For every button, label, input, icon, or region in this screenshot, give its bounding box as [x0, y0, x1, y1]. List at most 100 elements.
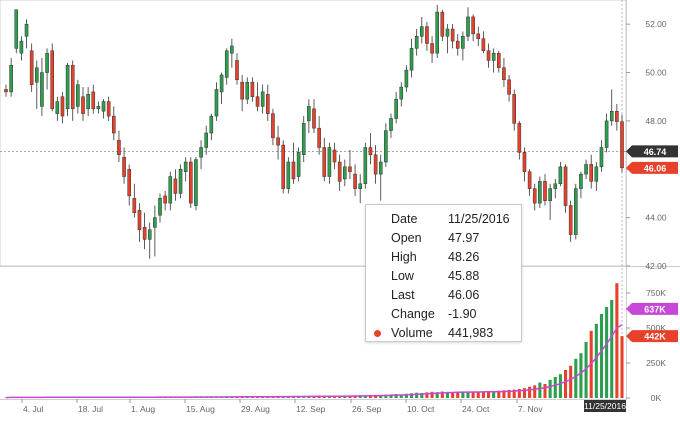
volume-bar: [497, 390, 501, 398]
volume-bar: [512, 389, 516, 398]
candle-body: [117, 140, 121, 156]
candle-body: [384, 130, 388, 163]
volume-bar: [389, 394, 393, 398]
volume-bar: [553, 377, 557, 398]
volume-bar: [358, 395, 362, 398]
volume-tick-label: 500K: [646, 323, 666, 333]
candle-body: [507, 79, 511, 95]
volume-bar: [363, 395, 367, 398]
candle-body: [394, 98, 398, 119]
time-tick-label: 24. Oct: [462, 404, 490, 414]
volume-bar: [409, 393, 414, 398]
candle-body: [604, 120, 609, 148]
volume-bar: [615, 283, 619, 398]
tooltip-label: Volume: [391, 326, 433, 340]
volume-bar: [584, 342, 588, 398]
candle-body: [471, 16, 475, 35]
candle-body: [378, 161, 383, 175]
tooltip-label: Change: [391, 307, 435, 321]
volume-bar: [420, 392, 424, 398]
candle-body: [538, 181, 542, 204]
tooltip-value: 46.06: [448, 288, 480, 302]
volume-bar: [384, 394, 388, 398]
candle-body: [358, 183, 362, 189]
volume-bar: [379, 395, 383, 398]
candle-body: [70, 65, 75, 110]
volume-bar: [599, 314, 604, 398]
volume-bar: [343, 395, 347, 398]
tooltip-row-low: Low 45.88: [366, 267, 521, 286]
candle-body: [81, 96, 85, 114]
volume-bar: [415, 392, 419, 398]
candle-body: [96, 106, 101, 110]
tooltip-value: 441,983: [448, 326, 494, 340]
volume-bar: [368, 395, 373, 398]
candle-body: [137, 210, 142, 230]
tooltip-label: Open: [391, 231, 422, 245]
volume-bar: [558, 374, 562, 398]
crosshair-date-badge: [584, 400, 626, 412]
candle-body: [522, 152, 527, 172]
volume-tick-label: 750K: [646, 288, 666, 298]
volume-bar: [502, 390, 506, 398]
candle-body: [620, 121, 624, 169]
time-tick-label: 29. Aug: [241, 404, 270, 414]
candle-body: [60, 96, 65, 117]
candle-body: [199, 147, 203, 158]
candle-body: [214, 89, 219, 117]
candle-body: [255, 96, 260, 107]
candle-body: [532, 188, 537, 204]
tooltip-value: -1.90: [448, 307, 477, 321]
volume-bar: [307, 396, 311, 398]
candle-body: [363, 147, 368, 185]
volume-bar: [605, 307, 609, 398]
candle-body: [327, 147, 332, 177]
volume-bar: [430, 391, 434, 398]
last-volume-badge-label: 442K: [644, 332, 666, 342]
volume-bar: [332, 396, 337, 398]
candle-body: [563, 166, 568, 206]
volume-bar: [569, 365, 573, 398]
time-tick-label: 18. Jul: [78, 404, 103, 414]
candle-body: [204, 132, 208, 148]
candle-body: [173, 178, 178, 194]
candle-body: [55, 101, 60, 114]
candle-body: [414, 36, 419, 49]
volume-bar: [507, 389, 511, 398]
reference-price-badge-label: 46.74: [644, 147, 667, 157]
candle-body: [65, 65, 70, 110]
volume-bar: [594, 323, 598, 398]
time-tick-label: 15. Aug: [186, 404, 215, 414]
candle-body: [517, 123, 522, 153]
price-tick-label: 52.00: [645, 19, 667, 29]
volume-tick-label: 250K: [646, 358, 666, 368]
time-tick-label: 12. Sep: [296, 404, 326, 414]
candle-body: [497, 52, 501, 68]
tooltip-row-date: Date 11/25/2016: [366, 210, 521, 229]
candle-body: [127, 169, 131, 197]
candle-body: [373, 154, 378, 175]
volume-bar: [538, 382, 542, 398]
candle-body: [332, 149, 337, 163]
candle-body: [266, 94, 270, 114]
time-tick-label: 26. Sep: [352, 404, 382, 414]
volume-bar: [317, 396, 321, 398]
volume-bar: [517, 389, 521, 398]
tooltip-row-volume: Volume 441,983: [366, 324, 521, 343]
volume-bar: [528, 386, 532, 398]
candle-body: [543, 181, 547, 201]
tooltip-label: Last: [391, 288, 415, 302]
candle-body: [250, 81, 255, 97]
candle-body: [368, 147, 373, 156]
candle-body: [235, 60, 239, 81]
price-tick-label: 44.00: [645, 213, 667, 223]
candle-body: [194, 159, 198, 206]
candle-body: [178, 169, 183, 194]
candle-body: [435, 11, 439, 54]
volume-ma-line: [5, 324, 623, 399]
candle-body: [45, 52, 49, 73]
volume-bar: [353, 395, 357, 398]
candle-body: [409, 48, 414, 71]
